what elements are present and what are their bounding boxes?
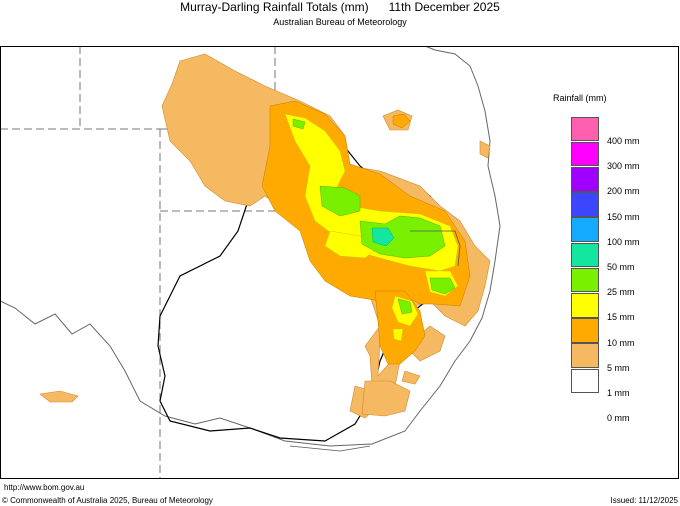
rain-50mm (371, 227, 395, 247)
legend-label: 0 mm (607, 413, 630, 424)
legend-swatch (571, 217, 599, 242)
legend-label: 100 mm (607, 236, 640, 247)
issued-date: Issued: 11/12/2025 (610, 496, 678, 505)
legend-swatch (571, 167, 599, 192)
legend-label: 50 mm (607, 261, 635, 272)
rainfall-map (0, 46, 501, 479)
legend-label: 10 mm (607, 337, 635, 348)
legend-label: 300 mm (607, 161, 640, 172)
legend-labels: 400 mm 300 mm 200 mm 150 mm 100 mm 50 mm 25 mm… (607, 136, 640, 438)
legend-swatch (571, 368, 599, 394)
map-frame (0, 46, 679, 479)
legend-swatch (571, 293, 599, 318)
map-subtitle: Australian Bureau of Meteorology (273, 17, 407, 27)
map-title: Murray-Darling Rainfall Totals (mm) 11th… (180, 0, 500, 14)
legend-label: 400 mm (607, 136, 640, 146)
legend-label: 1 mm (607, 387, 630, 398)
legend-label: 150 mm (607, 211, 640, 222)
legend-label: 5 mm (607, 362, 630, 373)
legend-label: 200 mm (607, 186, 640, 197)
legend-swatch (571, 267, 599, 293)
rain-25mm (292, 118, 456, 315)
internal-lines (289, 230, 461, 452)
legend-swatch (571, 318, 599, 343)
legend-label: 25 mm (607, 287, 635, 298)
copyright-text: © Commonwealth of Australia 2025, Bureau… (2, 496, 213, 505)
legend-label: 15 mm (607, 312, 635, 323)
legend-swatch (571, 343, 599, 368)
legend-swatch (571, 141, 599, 167)
legend-swatch (571, 242, 599, 268)
legend-title: Rainfall (mm) (553, 93, 607, 103)
legend-swatches (571, 116, 599, 394)
coastline (0, 46, 501, 447)
legend-swatch (571, 116, 599, 142)
bom-url[interactable]: http://www.bom.gov.au (4, 483, 85, 492)
legend-swatch (571, 192, 599, 217)
